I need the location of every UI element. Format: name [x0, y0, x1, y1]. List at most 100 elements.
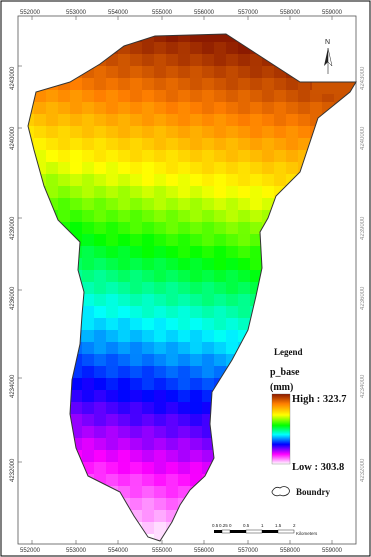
- raster-cell: [226, 270, 239, 283]
- raster-cell: [262, 138, 275, 151]
- raster-cell: [190, 354, 203, 367]
- raster-cell: [58, 198, 71, 211]
- raster-cell: [118, 402, 131, 415]
- raster-cell: [202, 34, 215, 43]
- raster-cell: [130, 414, 143, 427]
- raster-cell: [142, 174, 155, 187]
- raster-cell: [178, 414, 191, 427]
- raster-cell: [214, 258, 227, 271]
- raster-cell: [298, 114, 311, 127]
- raster-cell: [106, 390, 119, 403]
- raster-cell: [130, 402, 143, 415]
- raster-cell: [226, 66, 239, 79]
- raster-cell: [226, 306, 239, 319]
- raster-cell: [262, 186, 275, 199]
- raster-cell: [250, 258, 263, 271]
- raster-cell: [178, 198, 191, 211]
- raster-cell: [286, 138, 299, 151]
- raster-cell: [286, 90, 299, 103]
- raster-cell: [190, 210, 203, 223]
- raster-cell: [250, 246, 263, 259]
- raster-cell: [154, 174, 167, 187]
- color-ramp: [271, 393, 291, 465]
- raster-cell: [82, 186, 95, 199]
- raster-cell: [94, 390, 107, 403]
- raster-cell: [82, 114, 95, 127]
- north-arrow-letter: N: [325, 39, 330, 46]
- raster-cell: [214, 54, 227, 67]
- y-tick-label: 4236000: [10, 286, 16, 310]
- raster-cell: [34, 102, 47, 115]
- raster-cell: [142, 78, 155, 91]
- raster-cell: [226, 342, 239, 355]
- raster-cell: [142, 54, 155, 67]
- raster-cell: [226, 174, 239, 187]
- raster-cell: [118, 54, 131, 67]
- x-tick-label: 553000: [66, 10, 87, 16]
- raster-cell: [142, 426, 155, 439]
- raster-cell: [142, 462, 155, 475]
- study-area-boundary: [27, 33, 357, 542]
- raster-cell: [190, 78, 203, 91]
- raster-cell: [82, 450, 95, 463]
- raster-cell: [118, 258, 131, 271]
- x-tick-label: 555000: [152, 10, 173, 16]
- raster-cell: [154, 354, 167, 367]
- raster-cell: [94, 126, 107, 139]
- raster-cell: [142, 210, 155, 223]
- legend-high-label: High : 323.7: [292, 394, 347, 405]
- raster-cell: [214, 354, 227, 367]
- raster-cell: [154, 150, 167, 163]
- raster-cell: [82, 78, 95, 91]
- raster-cell: [70, 198, 83, 211]
- raster-cell: [238, 246, 251, 259]
- raster-cell: [226, 318, 239, 331]
- raster-cell: [58, 114, 71, 127]
- raster-cell: [130, 210, 143, 223]
- raster-cell: [178, 174, 191, 187]
- raster-cell: [226, 234, 239, 247]
- raster-cell: [166, 54, 179, 67]
- raster-cell: [166, 462, 179, 475]
- raster-cell: [142, 126, 155, 139]
- raster-cell: [262, 126, 275, 139]
- raster-cell: [130, 54, 143, 67]
- raster-cell: [142, 498, 155, 511]
- y-tick-labels-right: 4243000 4240000 4239000 4236000 4234000 …: [360, 66, 366, 482]
- raster-cell: [94, 102, 107, 115]
- raster-cell: [226, 42, 239, 55]
- raster-cell: [214, 42, 227, 55]
- raster-cell: [286, 162, 299, 175]
- raster-cell: [190, 318, 203, 331]
- raster-cell: [130, 126, 143, 139]
- raster-cell: [118, 462, 131, 475]
- raster-cell: [202, 354, 215, 367]
- raster-cell: [118, 102, 131, 115]
- raster-cell: [154, 522, 167, 535]
- raster-cell: [46, 138, 59, 151]
- raster-cell: [118, 234, 131, 247]
- raster-cell: [46, 174, 59, 187]
- raster-cell: [154, 138, 167, 151]
- x-tick-label: 553000: [66, 548, 87, 554]
- raster-cell: [238, 66, 251, 79]
- raster-cell: [178, 390, 191, 403]
- x-tick-marks-bottom: [31, 540, 333, 544]
- y-tick-label: 4236000: [360, 286, 366, 310]
- raster-cell: [190, 270, 203, 283]
- raster-cell: [94, 66, 107, 79]
- raster-cell: [274, 78, 287, 91]
- raster-cell: [82, 282, 95, 295]
- raster-cell: [130, 102, 143, 115]
- raster-cell: [130, 258, 143, 271]
- raster-cell: [130, 198, 143, 211]
- scale-label: 0.5: [212, 523, 219, 528]
- raster-cell: [130, 354, 143, 367]
- raster-cell: [238, 318, 251, 331]
- raster-cell: [298, 90, 311, 103]
- raster-cell: [70, 186, 83, 199]
- raster-cell: [190, 258, 203, 271]
- raster-cell: [178, 114, 191, 127]
- raster-cell: [154, 186, 167, 199]
- raster-cell: [238, 138, 251, 151]
